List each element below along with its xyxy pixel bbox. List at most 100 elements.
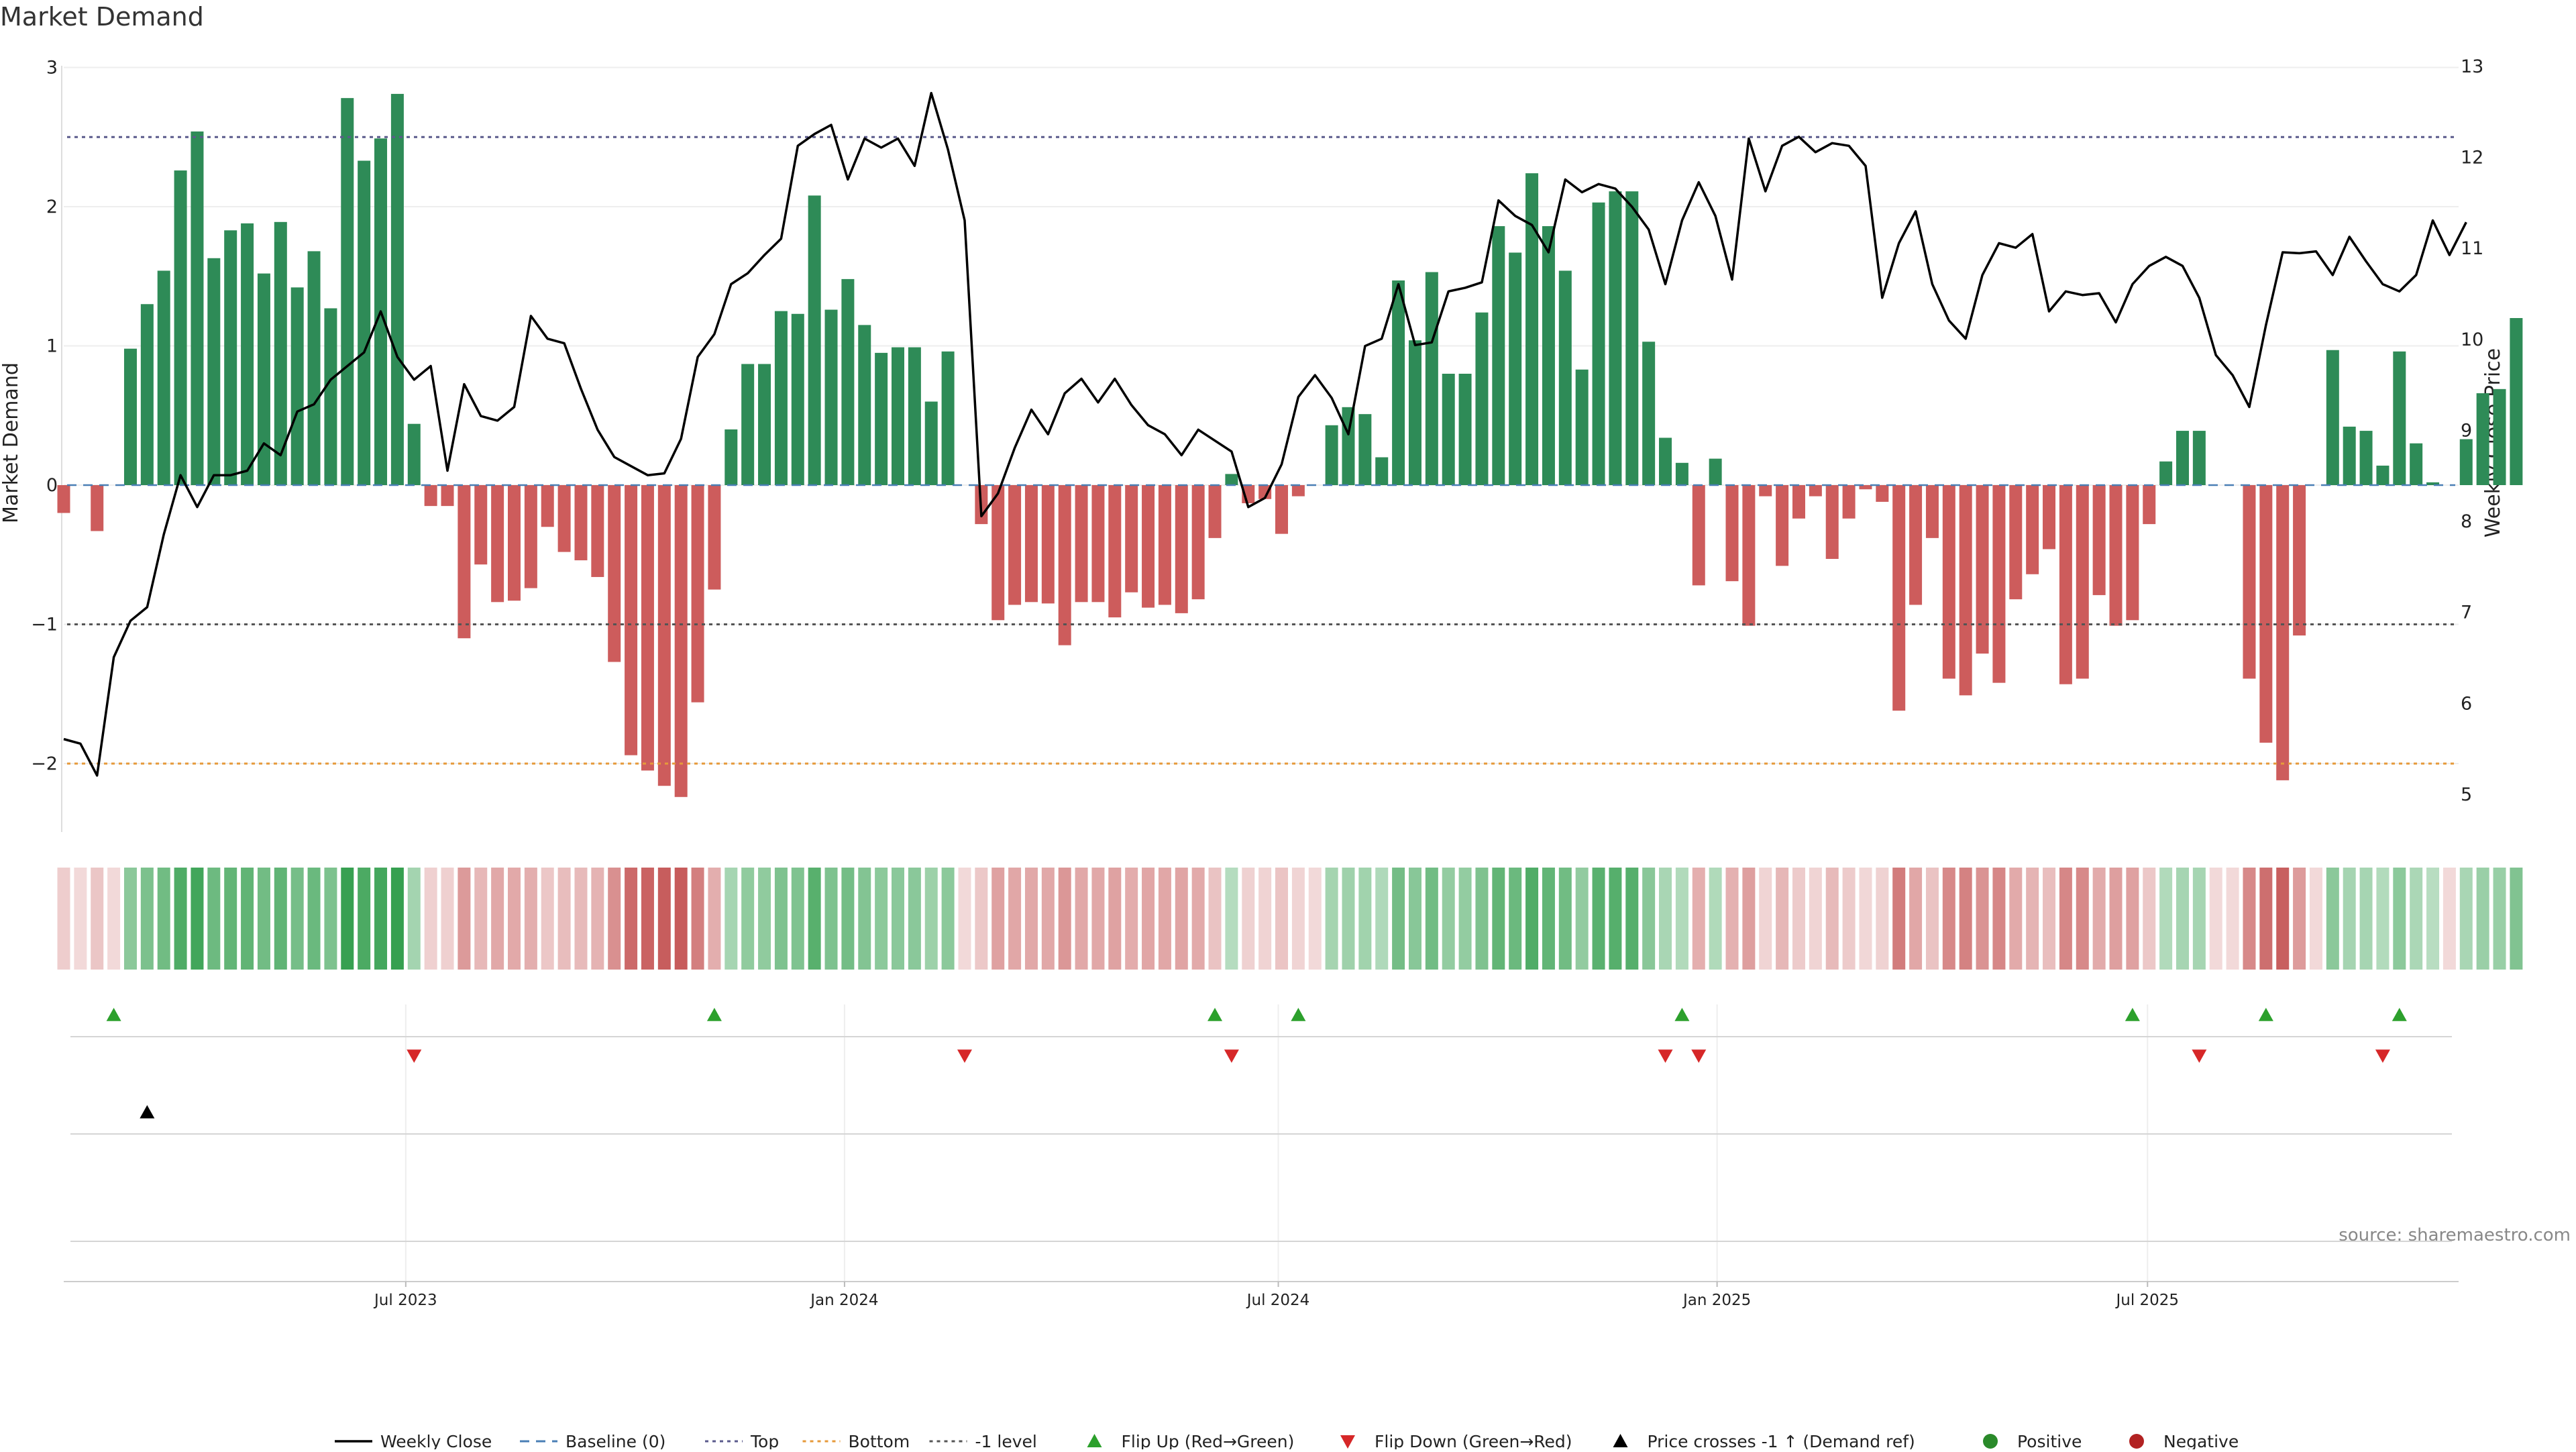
flip-down-marker	[1691, 1049, 1707, 1063]
demand-bar-positive	[123, 348, 137, 485]
demand-bar-positive	[1642, 342, 1656, 485]
heat-cell	[1509, 868, 1522, 970]
demand-bar-positive	[1592, 202, 1605, 485]
demand-heat-strip	[57, 868, 2523, 970]
heat-cell	[474, 868, 488, 970]
demand-bar-positive	[892, 347, 904, 485]
demand-bar-positive	[808, 195, 821, 485]
heat-cell	[724, 868, 738, 970]
heat-cell	[507, 868, 521, 970]
heat-cell	[2276, 868, 2290, 970]
heat-cell	[2476, 868, 2489, 970]
x-tick-label: Jan 2025	[1682, 1292, 1751, 1309]
demand-bar-positive	[2510, 318, 2523, 485]
heat-cell	[374, 868, 388, 970]
demand-bar-negative	[657, 485, 671, 786]
demand-bar-positive	[924, 401, 938, 485]
demand-bar-positive	[941, 351, 955, 485]
heat-cell	[2176, 868, 2189, 970]
heat-cell	[224, 868, 237, 970]
legend-item: Baseline (0)	[520, 1432, 665, 1451]
demand-bar-positive	[841, 278, 855, 485]
heat-cell	[924, 868, 938, 970]
heat-cell	[1158, 868, 1171, 970]
heat-cell	[2026, 868, 2039, 970]
heat-cell	[674, 868, 688, 970]
flip-down-marker	[2192, 1049, 2207, 1063]
heat-cell	[1558, 868, 1572, 970]
heat-cell	[892, 868, 904, 970]
flip-up-marker	[2125, 1008, 2140, 1021]
demand-bar-negative	[1925, 485, 1939, 538]
heat-cell	[390, 868, 404, 970]
legend-label: Baseline (0)	[566, 1432, 665, 1449]
demand-bar-positive	[1558, 270, 1572, 485]
demand-bar-negative	[1776, 485, 1789, 566]
heat-cell	[1942, 868, 1955, 970]
heat-cell	[441, 868, 454, 970]
heat-cell	[2443, 868, 2456, 970]
y-right-tick-label: 5	[2461, 784, 2472, 805]
demand-bar-negative	[2126, 485, 2139, 621]
y-left-tick-label: −2	[31, 754, 58, 774]
demand-bar-positive	[1575, 369, 1589, 485]
heat-cell	[741, 868, 755, 970]
heat-cell	[1058, 868, 1071, 970]
y-right-tick-label: 6	[2461, 693, 2472, 714]
demand-bar-negative	[574, 485, 588, 561]
heat-cell	[2326, 868, 2339, 970]
legend-label: Positive	[2017, 1432, 2082, 1449]
legend-label: -1 level	[975, 1432, 1037, 1449]
heat-cell	[1258, 868, 1272, 970]
demand-bar-negative	[1792, 485, 1805, 519]
heat-cell	[2426, 868, 2440, 970]
heat-cell	[2143, 868, 2156, 970]
demand-bar-negative	[1992, 485, 2006, 683]
heat-cell	[1308, 868, 1322, 970]
heat-cell	[574, 868, 588, 970]
heat-cell	[1175, 868, 1188, 970]
legend-item: -1 level	[929, 1432, 1037, 1451]
weekly-close-line	[63, 91, 2467, 777]
demand-bar-positive	[2192, 431, 2206, 485]
heat-cell	[274, 868, 287, 970]
heat-cell	[341, 868, 354, 970]
demand-bar-negative	[2009, 485, 2023, 600]
x-tick-label: Jul 2023	[373, 1292, 437, 1309]
flip-down-marker	[1658, 1049, 1673, 1063]
heat-cell	[2192, 868, 2206, 970]
heat-cell	[691, 868, 704, 970]
legend-item: Flip Down (Green→Red)	[1340, 1432, 1572, 1451]
heat-cell	[841, 868, 855, 970]
demand-bar-positive	[1709, 458, 1722, 485]
demand-bar-negative	[1976, 485, 1989, 654]
demand-bar-positive	[1342, 407, 1355, 485]
demand-bar-negative	[1091, 485, 1105, 603]
heat-cell	[1108, 868, 1122, 970]
demand-bar-negative	[641, 485, 654, 771]
heat-cell	[1475, 868, 1489, 970]
y-right-tick-label: 13	[2461, 56, 2483, 77]
demand-bar-positive	[2493, 388, 2506, 485]
heat-cell	[2393, 868, 2406, 970]
heat-cell	[2043, 868, 2056, 970]
heat-cell	[2510, 868, 2523, 970]
heat-cell	[1859, 868, 1872, 970]
demand-bar-negative	[2043, 485, 2056, 550]
demand-bar-negative	[1759, 485, 1772, 497]
demand-bar-positive	[307, 251, 321, 485]
chart-legend: Weekly Close Baseline (0) Top Bottom -1 leve…	[335, 1432, 2239, 1451]
heat-cell	[2259, 868, 2273, 970]
demand-bar-positive	[1325, 425, 1338, 485]
heat-cell	[824, 868, 838, 970]
heat-cell	[708, 868, 721, 970]
heat-cell	[591, 868, 604, 970]
demand-bar-negative	[491, 485, 504, 603]
demand-bar-positive	[2376, 465, 2390, 485]
heat-cell	[1642, 868, 1656, 970]
demand-bar-negative	[1108, 485, 1122, 618]
heat-cell	[2343, 868, 2356, 970]
demand-bar-positive	[1475, 312, 1489, 485]
demand-bar-positive	[2459, 439, 2473, 485]
demand-bar-positive	[824, 309, 838, 485]
